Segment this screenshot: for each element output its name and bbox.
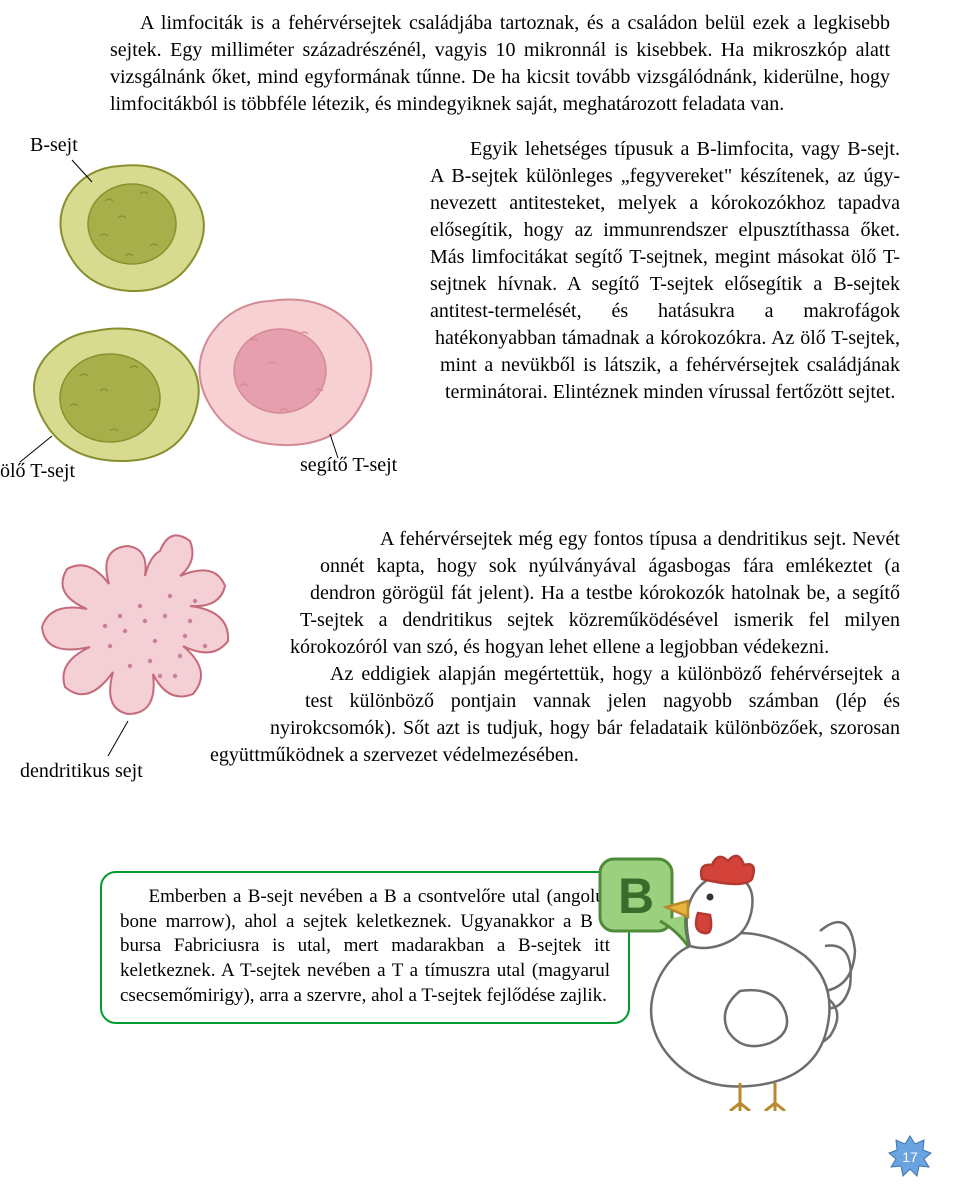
rooster-figure: B [590,851,860,1111]
bubble-letter: B [618,868,654,924]
label-dendritic: dendritikus sejt [20,758,143,785]
callout-box: Emberben a B-sejt nevében a B a csontvel… [100,871,630,1024]
page-number: 17 [888,1135,932,1179]
callout-text: Emberben a B-sejt nevében a B a csontvel… [120,886,610,1006]
page-number-badge: 17 [888,1135,932,1179]
intro-block: A limfociták is a fehérvérsejtek családj… [0,0,900,118]
label-helper-t: segítő T-sejt [300,452,397,479]
callout-section: Emberben a B-sejt nevében a B a csontvel… [0,866,900,1096]
intro-paragraph: A limfociták is a fehérvérsejtek családj… [110,10,890,118]
dendritic-paragraph-1: A fehérvérsejtek még egy fontos típusa a… [290,528,900,658]
lymphocyte-paragraph: Egyik lehetséges típusuk a B-limfocita, … [430,138,900,403]
label-killer-t: ölő T-sejt [0,458,75,485]
dendritic-section: dendritikus sejt A fehérvérsejtek még eg… [0,526,900,826]
lymphocyte-figure [0,136,420,476]
dendritic-paragraph-2: Az eddigiek alapján megértettük, hogy a … [210,663,900,766]
label-b-cell: B-sejt [30,132,78,159]
lymphocyte-section: B-sejt ölő T-sejt segítő T-sejt Egyik le… [0,136,900,486]
